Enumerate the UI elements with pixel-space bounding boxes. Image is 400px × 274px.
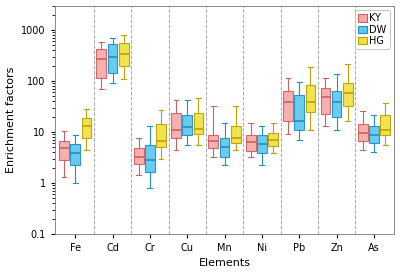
- PathPatch shape: [306, 85, 315, 113]
- PathPatch shape: [119, 43, 128, 65]
- PathPatch shape: [257, 135, 267, 153]
- PathPatch shape: [294, 95, 304, 130]
- PathPatch shape: [283, 92, 293, 121]
- PathPatch shape: [145, 145, 155, 172]
- PathPatch shape: [156, 124, 166, 147]
- PathPatch shape: [220, 138, 229, 157]
- PathPatch shape: [343, 83, 353, 106]
- PathPatch shape: [82, 118, 91, 138]
- PathPatch shape: [320, 88, 330, 115]
- PathPatch shape: [182, 115, 192, 135]
- PathPatch shape: [358, 124, 368, 141]
- PathPatch shape: [208, 135, 218, 148]
- X-axis label: Elements: Elements: [198, 258, 250, 269]
- PathPatch shape: [59, 141, 69, 160]
- Legend: KY, DW, HG: KY, DW, HG: [355, 10, 390, 49]
- PathPatch shape: [134, 148, 144, 164]
- PathPatch shape: [96, 48, 106, 78]
- PathPatch shape: [194, 113, 203, 134]
- PathPatch shape: [108, 44, 117, 73]
- PathPatch shape: [171, 113, 181, 138]
- PathPatch shape: [369, 126, 379, 143]
- PathPatch shape: [246, 135, 256, 151]
- Y-axis label: Enrichment factors: Enrichment factors: [6, 67, 16, 173]
- PathPatch shape: [268, 133, 278, 146]
- PathPatch shape: [231, 126, 240, 143]
- PathPatch shape: [70, 144, 80, 165]
- PathPatch shape: [332, 92, 342, 116]
- PathPatch shape: [380, 115, 390, 135]
